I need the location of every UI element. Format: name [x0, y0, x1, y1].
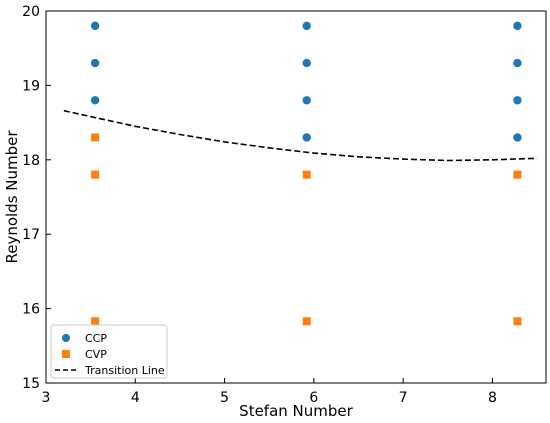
- axes: 3 4 5 6 7 8 15 16 17 18 19 20: [22, 4, 497, 406]
- y-tick-label: 20: [22, 4, 40, 20]
- ccp-point: [513, 133, 522, 142]
- y-tick-label: 15: [22, 376, 40, 392]
- ccp-point: [90, 58, 100, 68]
- ccp-point: [302, 133, 311, 142]
- y-tick-label: 16: [22, 302, 40, 318]
- legend-box: [50, 324, 168, 379]
- legend-cvp-marker: [62, 350, 70, 358]
- legend-ccp-label: CCP: [85, 332, 107, 345]
- cvp-point: [513, 317, 522, 326]
- x-axis-title: Stefan Number: [239, 402, 353, 420]
- x-tick-label: 7: [399, 390, 408, 406]
- transition-line: [63, 109, 538, 162]
- cvp-point: [91, 133, 100, 142]
- cvp-point: [91, 170, 100, 179]
- x-tick-label: 8: [488, 390, 497, 406]
- x-tick-label: 6: [309, 390, 318, 406]
- ccp-point: [513, 96, 522, 105]
- plot-frame: [45, 10, 547, 384]
- ccp-point: [90, 96, 100, 105]
- x-tick-label: 3: [42, 390, 51, 406]
- legend-cvp-label: CVP: [85, 348, 107, 361]
- x-tick-label: 4: [131, 390, 140, 406]
- cvp-point: [513, 170, 522, 179]
- legend-ccp-marker: [62, 334, 70, 342]
- y-axis-title: Reynolds Number: [3, 130, 21, 264]
- x-tick-label: 5: [220, 390, 229, 406]
- legend: CCP CVP Transition Line: [50, 324, 168, 379]
- ccp-point: [302, 21, 311, 31]
- ccp-point: [90, 21, 100, 31]
- cvp-point: [91, 317, 100, 326]
- cvp-point: [302, 317, 311, 326]
- ccp-point: [513, 58, 522, 68]
- y-tick-label: 18: [22, 153, 40, 169]
- y-tick-label: 19: [22, 78, 40, 94]
- y-tick-label: 17: [22, 227, 40, 243]
- ccp-point: [302, 58, 311, 68]
- cvp-point: [302, 170, 311, 179]
- ccp-point: [302, 96, 311, 105]
- legend-transition-line-label: Transition Line: [84, 364, 165, 377]
- ccp-point: [513, 21, 522, 31]
- plot-marks: [63, 21, 538, 326]
